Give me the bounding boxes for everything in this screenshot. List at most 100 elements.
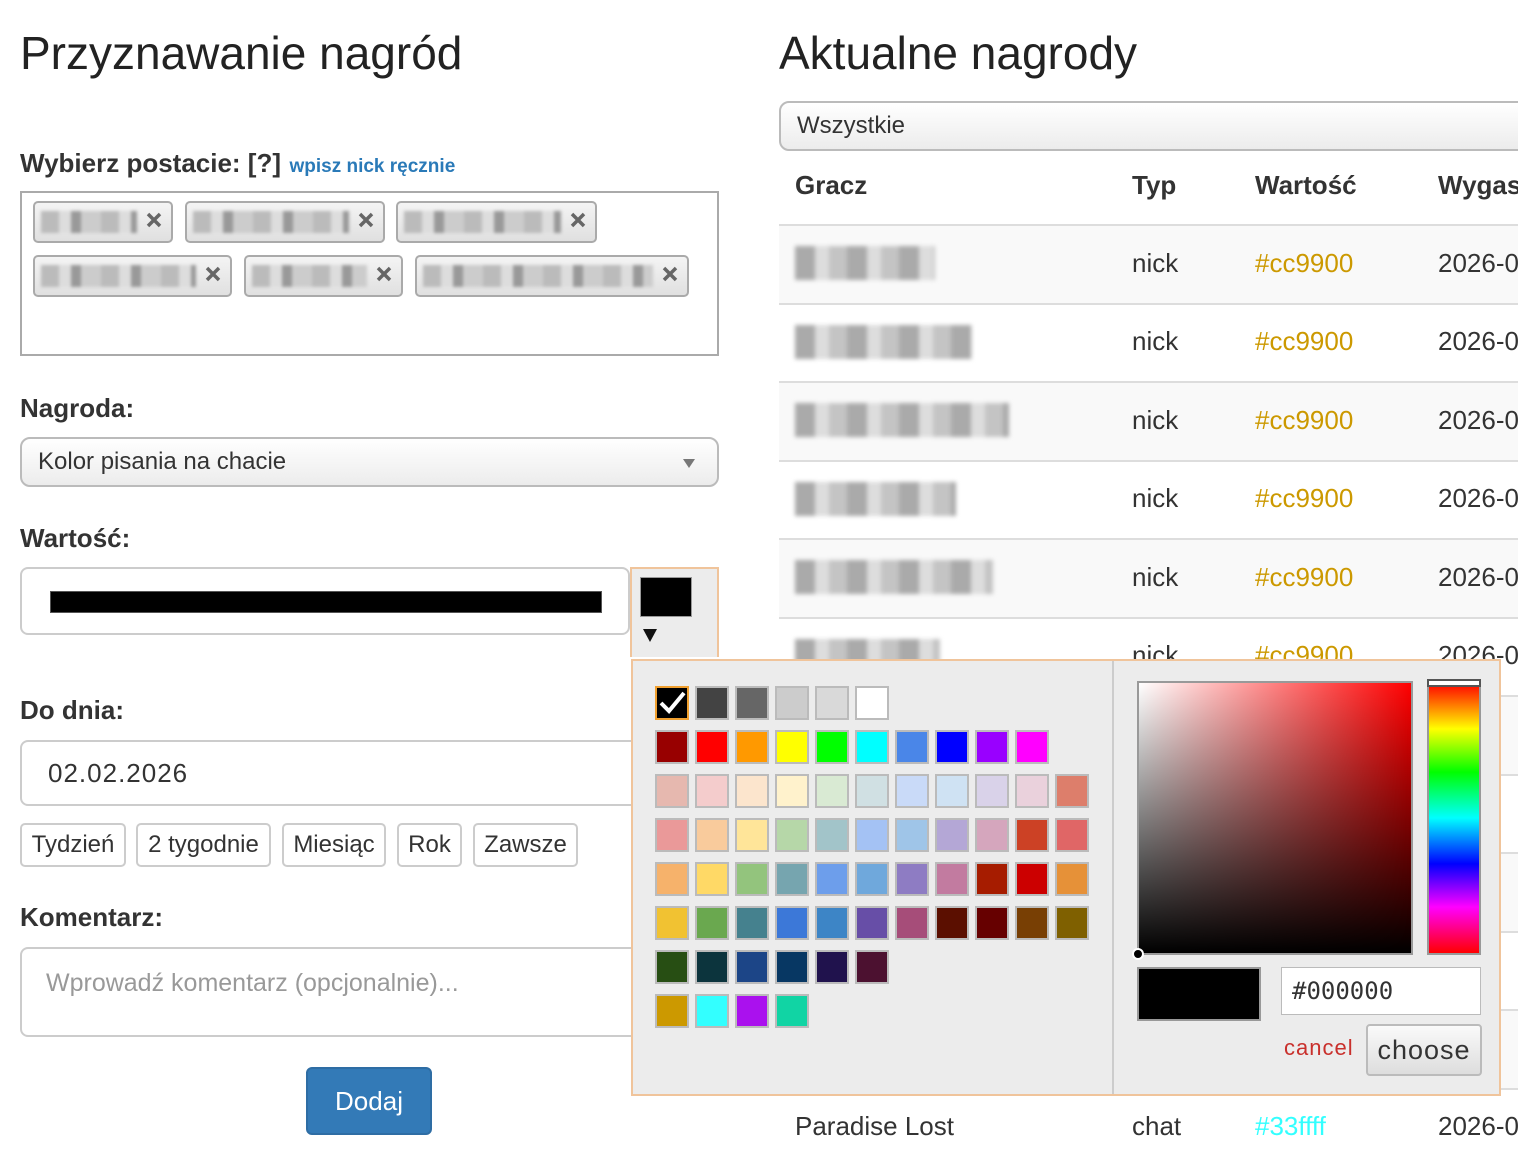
palette-swatch[interactable] — [655, 774, 689, 808]
palette-swatch[interactable] — [775, 730, 809, 764]
palette-swatch[interactable] — [1015, 906, 1049, 940]
palette-swatch[interactable] — [975, 818, 1009, 852]
duration-button[interactable]: 2 tygodnie — [136, 823, 271, 867]
palette-swatch[interactable] — [855, 686, 889, 720]
choose-button[interactable]: choose — [1366, 1024, 1482, 1076]
palette-swatch[interactable] — [695, 994, 729, 1028]
table-row: Paradise Lost chat #33ffff 2026-0 — [779, 1088, 1518, 1167]
palette-swatch[interactable] — [1015, 862, 1049, 896]
palette-swatch[interactable] — [975, 730, 1009, 764]
palette-swatch[interactable] — [815, 906, 849, 940]
palette-swatch[interactable] — [895, 906, 929, 940]
player-name-blurred — [795, 403, 1009, 437]
cancel-link[interactable]: cancel — [1284, 1035, 1354, 1060]
palette-swatch[interactable] — [855, 774, 889, 808]
color-toggle[interactable] — [630, 567, 719, 657]
character-tag[interactable] — [244, 255, 403, 297]
palette-swatch[interactable] — [695, 730, 729, 764]
palette-swatch[interactable] — [895, 818, 929, 852]
saturation-box[interactable] — [1132, 681, 1413, 960]
palette-swatch[interactable] — [935, 818, 969, 852]
palette-swatch[interactable] — [695, 686, 729, 720]
palette-swatch[interactable] — [695, 862, 729, 896]
palette-swatch[interactable] — [655, 950, 689, 984]
palette-swatch[interactable] — [1015, 818, 1049, 852]
palette-swatch[interactable] — [1015, 730, 1049, 764]
palette-swatch[interactable] — [655, 906, 689, 940]
palette-swatch[interactable] — [855, 950, 889, 984]
palette-swatch[interactable] — [975, 774, 1009, 808]
palette-swatch[interactable] — [775, 906, 809, 940]
palette-swatch[interactable] — [895, 862, 929, 896]
character-tag[interactable] — [396, 201, 597, 243]
palette-swatch[interactable] — [775, 862, 809, 896]
palette-swatch[interactable] — [855, 818, 889, 852]
palette-swatch[interactable] — [815, 730, 849, 764]
palette-swatch[interactable] — [855, 906, 889, 940]
filter-select[interactable]: Wszystkie — [779, 101, 1518, 151]
comment-input[interactable]: Wprowadź komentarz (opcjonalnie)... — [20, 947, 660, 1037]
palette-swatch[interactable] — [775, 994, 809, 1028]
palette-swatch[interactable] — [775, 774, 809, 808]
duration-button[interactable]: Miesiąc — [282, 823, 386, 867]
palette-swatch[interactable] — [935, 730, 969, 764]
hex-input[interactable]: #000000 — [1281, 967, 1481, 1015]
submit-button[interactable]: Dodaj — [306, 1067, 432, 1135]
palette-swatch[interactable] — [775, 950, 809, 984]
characters-box[interactable] — [20, 191, 719, 356]
palette-swatch[interactable] — [935, 774, 969, 808]
palette-swatch[interactable] — [655, 686, 689, 720]
palette-swatch[interactable] — [735, 862, 769, 896]
palette-swatch[interactable] — [895, 730, 929, 764]
character-tag[interactable] — [33, 255, 232, 297]
palette-swatch[interactable] — [695, 906, 729, 940]
palette-swatch[interactable] — [695, 818, 729, 852]
expires-cell: 2026-0 — [1438, 247, 1518, 278]
duration-button[interactable]: Tydzień — [20, 823, 126, 867]
palette-swatch[interactable] — [655, 818, 689, 852]
palette-swatch[interactable] — [655, 994, 689, 1028]
palette-swatch[interactable] — [655, 730, 689, 764]
palette-swatch[interactable] — [815, 950, 849, 984]
palette-swatch[interactable] — [735, 818, 769, 852]
character-tag[interactable] — [415, 255, 689, 297]
saturation-handle[interactable] — [1132, 948, 1144, 960]
palette-swatch[interactable] — [815, 818, 849, 852]
palette-swatch[interactable] — [735, 686, 769, 720]
palette-swatch[interactable] — [1055, 906, 1089, 940]
date-input[interactable]: 02.02.2026 — [20, 740, 660, 806]
palette-swatch[interactable] — [775, 818, 809, 852]
palette-swatch[interactable] — [735, 774, 769, 808]
palette-swatch[interactable] — [735, 730, 769, 764]
duration-button[interactable]: Rok — [397, 823, 462, 867]
palette-swatch[interactable] — [935, 862, 969, 896]
palette-swatch[interactable] — [815, 774, 849, 808]
palette-swatch[interactable] — [655, 862, 689, 896]
hue-handle[interactable] — [1427, 679, 1481, 687]
reward-select[interactable]: Kolor pisania na chacie — [20, 437, 719, 487]
character-tag[interactable] — [185, 201, 385, 243]
palette-swatch[interactable] — [735, 994, 769, 1028]
palette-swatch[interactable] — [815, 686, 849, 720]
palette-swatch[interactable] — [735, 906, 769, 940]
hue-bar[interactable] — [1427, 679, 1481, 955]
palette-swatch[interactable] — [855, 730, 889, 764]
palette-swatch[interactable] — [695, 950, 729, 984]
palette-swatch[interactable] — [1055, 862, 1089, 896]
value-input[interactable] — [20, 567, 630, 635]
palette-swatch[interactable] — [815, 862, 849, 896]
character-tag[interactable] — [33, 201, 173, 243]
palette-swatch[interactable] — [1055, 774, 1089, 808]
palette-swatch[interactable] — [735, 950, 769, 984]
palette-swatch[interactable] — [895, 774, 929, 808]
palette-swatch[interactable] — [855, 862, 889, 896]
palette-swatch[interactable] — [1055, 818, 1089, 852]
duration-button[interactable]: Zawsze — [473, 823, 578, 867]
palette-swatch[interactable] — [935, 906, 969, 940]
palette-swatch[interactable] — [1015, 774, 1049, 808]
palette-swatch[interactable] — [975, 906, 1009, 940]
manual-link[interactable]: wpisz nick ręcznie — [289, 156, 456, 177]
palette-swatch[interactable] — [975, 862, 1009, 896]
palette-swatch[interactable] — [775, 686, 809, 720]
palette-swatch[interactable] — [695, 774, 729, 808]
